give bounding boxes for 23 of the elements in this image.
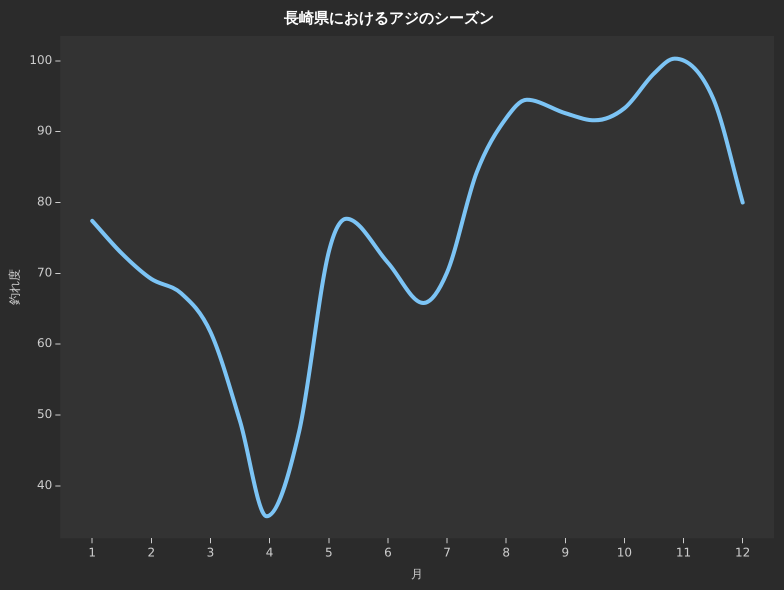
x-tick-label: 6 (384, 546, 392, 560)
y-tick-label: 40 (37, 478, 52, 492)
x-tick-label: 8 (502, 546, 510, 560)
y-tick-label: 70 (37, 265, 52, 280)
y-tick-label: 50 (37, 407, 52, 422)
y-tick-label: 100 (29, 52, 52, 67)
x-tick-label: 11 (676, 546, 692, 560)
x-tick-label: 2 (148, 546, 156, 560)
y-tick-label: 60 (37, 336, 52, 350)
x-tick-label: 3 (206, 546, 214, 560)
x-tick-label: 9 (561, 546, 570, 560)
x-tick-label: 4 (266, 546, 274, 560)
line-series (90, 56, 745, 518)
chart-title: 長崎県におけるアジのシーズン (283, 8, 494, 27)
x-axis-title: 月 (411, 566, 424, 581)
y-tick-label: 80 (37, 194, 52, 209)
y-tick-label: 90 (37, 124, 52, 138)
y-axis-title: 釣れ度 (7, 269, 22, 306)
x-tick-label: 7 (443, 546, 451, 560)
x-tick-label: 1 (88, 546, 96, 560)
x-tick-label: 12 (735, 546, 750, 560)
x-tick-label: 10 (616, 546, 632, 560)
x-tick-label: 5 (324, 546, 333, 560)
